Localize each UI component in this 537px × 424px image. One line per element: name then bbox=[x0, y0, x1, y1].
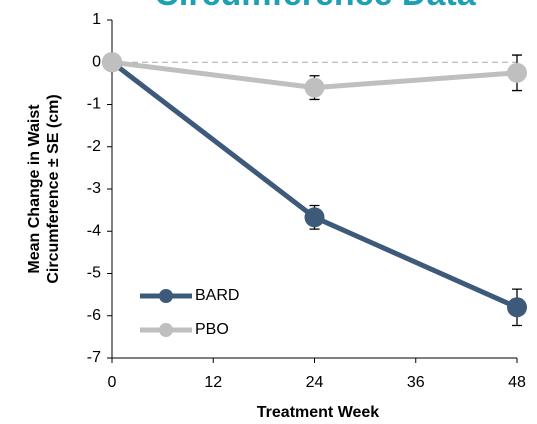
legend-label: PBO bbox=[195, 321, 229, 338]
x-tick-label: 12 bbox=[204, 374, 222, 391]
y-axis-label: Mean Change in Waist Circumference ± SE … bbox=[26, 94, 62, 283]
y-tick-label: -2 bbox=[87, 138, 101, 155]
x-tick-label: 24 bbox=[306, 374, 324, 391]
x-tick-label: 0 bbox=[108, 374, 117, 391]
x-axis-label: Treatment Week bbox=[257, 404, 380, 421]
y-tick-label: -3 bbox=[87, 180, 101, 197]
y-tick-label: -6 bbox=[87, 307, 101, 324]
y-tick-label: 0 bbox=[92, 53, 101, 70]
y-tick-label: -5 bbox=[87, 265, 101, 282]
legend-marker bbox=[159, 289, 173, 303]
y-tick-label: -1 bbox=[87, 96, 101, 113]
point bbox=[507, 297, 527, 318]
legend-marker bbox=[159, 323, 173, 337]
point bbox=[102, 52, 122, 73]
point bbox=[304, 207, 325, 228]
y-tick-label: -7 bbox=[87, 349, 101, 366]
y-tick-label: 1 bbox=[92, 11, 101, 28]
legend-label: BARD bbox=[195, 287, 239, 304]
y-tick-label: -4 bbox=[87, 222, 101, 239]
point bbox=[507, 62, 527, 83]
chart-title: Circumference Data bbox=[154, 0, 476, 13]
y-axis-label-line: Circumference ± SE (cm) bbox=[45, 94, 62, 283]
x-tick-label: 48 bbox=[508, 374, 526, 391]
y-axis-label-line: Mean Change in Waist bbox=[26, 104, 43, 274]
point bbox=[304, 77, 325, 98]
x-tick-label: 36 bbox=[407, 374, 425, 391]
